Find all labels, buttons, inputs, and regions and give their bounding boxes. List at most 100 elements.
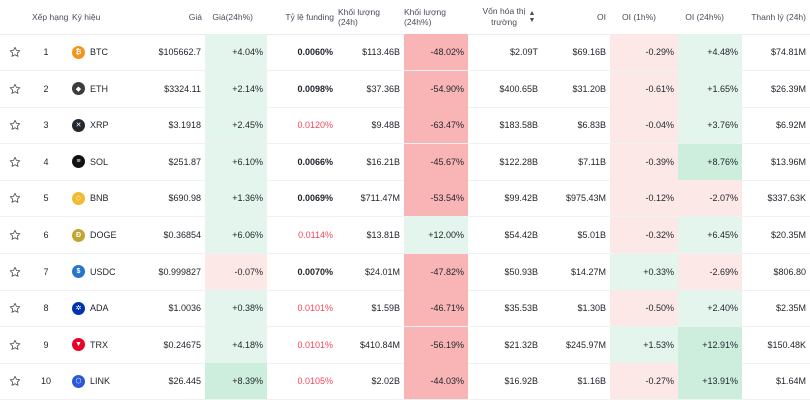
rank-cell: 6: [43, 230, 49, 240]
star-favorite-icon[interactable]: [9, 229, 21, 241]
sort-icon[interactable]: ▲ ▼: [528, 10, 536, 24]
oi1h-cell: -0.50%: [610, 290, 678, 327]
table-row-bnb[interactable]: 5 ◇ BNB $690.98 +1.36% 0.0069% $711.47M …: [0, 180, 810, 218]
symbol-label: XRP: [90, 120, 109, 131]
change-cell: +6.10%: [205, 143, 267, 180]
volume-pct-cell: -56.19%: [404, 326, 468, 363]
volume-cell: $37.36B: [366, 83, 400, 94]
table-row-xrp[interactable]: 3 ✕ XRP $3.1918 +2.45% 0.0120% $9.48B -6…: [0, 107, 810, 145]
symbol-cell[interactable]: ✕ XRP: [72, 107, 152, 143]
volume-cell: $1.59B: [371, 303, 400, 314]
rank-cell: 10: [40, 376, 51, 387]
symbol-label: BTC: [90, 47, 108, 57]
header-oi[interactable]: OI: [597, 12, 606, 22]
volume-cell: $13.81B: [366, 230, 400, 240]
price-cell: $105662.7: [158, 47, 201, 57]
star-favorite-icon[interactable]: [9, 339, 21, 351]
symbol-cell[interactable]: ≡ SOL: [72, 144, 152, 180]
price-cell: $3324.11: [164, 83, 201, 94]
symbol-cell[interactable]: ◇ BNB: [72, 180, 152, 216]
funding-cell: 0.0101%: [297, 303, 333, 314]
liquidation-cell: $1.64M: [775, 376, 806, 387]
oi-cell: $69.16B: [572, 47, 606, 57]
rank-cell: 3: [43, 120, 49, 131]
table-row-eth[interactable]: 2 ◆ ETH $3324.11 +2.14% 0.0098% $37.36B …: [0, 70, 810, 108]
market-cap-cell: $21.32B: [504, 339, 538, 350]
volume-cell: $9.48B: [371, 120, 400, 131]
volume-pct-cell: -54.90%: [404, 70, 468, 107]
header-oi1h[interactable]: OI (1h%): [621, 12, 656, 22]
header-market-cap[interactable]: Vốn hóa thị trường ▲ ▼: [478, 0, 540, 34]
header-rank[interactable]: Xếp hạng: [32, 12, 69, 22]
oi-cell: $1.16B: [577, 376, 606, 387]
header-market-cap-line2: trường: [491, 17, 517, 27]
rank-cell: 2: [43, 83, 49, 94]
star-favorite-icon[interactable]: [9, 119, 21, 131]
volume-pct-cell: -48.02%: [404, 34, 468, 70]
table-row-trx[interactable]: 9 ▼ TRX $0.24675 +4.18% 0.0101% $410.84M…: [0, 326, 810, 364]
symbol-cell[interactable]: ⬡ LINK: [72, 363, 152, 399]
star-favorite-icon[interactable]: [9, 266, 21, 278]
star-favorite-icon[interactable]: [9, 192, 21, 204]
oi24h-cell: +12.91%: [678, 326, 742, 363]
symbol-label: SOL: [90, 156, 109, 167]
symbol-cell[interactable]: $ USDC: [72, 254, 152, 290]
table-row-sol[interactable]: 4 ≡ SOL $251.87 +6.10% 0.0066% $16.21B -…: [0, 143, 810, 181]
market-cap-cell: $400.65B: [499, 83, 538, 94]
change-cell: +2.14%: [205, 70, 267, 107]
table-header: Xếp hạng Ký hiệu Giá Giá(24h%) Tỷ lệ fun…: [0, 0, 810, 35]
header-change24h[interactable]: Giá(24h%): [212, 12, 253, 22]
volume-pct-cell: -44.03%: [404, 363, 468, 400]
oi1h-cell: -0.32%: [610, 217, 678, 253]
liquidation-cell: $150.48K: [767, 339, 806, 350]
liquidation-cell: $806.80: [773, 266, 806, 277]
table-row-btc[interactable]: 1 ₿ BTC $105662.7 +4.04% 0.0060% $113.46…: [0, 34, 810, 71]
market-cap-cell: $50.93B: [504, 266, 538, 277]
star-favorite-icon[interactable]: [9, 83, 21, 95]
star-favorite-icon[interactable]: [9, 156, 21, 168]
volume-cell: $711.47M: [360, 193, 400, 204]
oi24h-cell: +6.45%: [678, 217, 742, 253]
symbol-cell[interactable]: ✲ ADA: [72, 290, 152, 326]
change-cell: +6.06%: [205, 217, 267, 253]
volume-cell: $2.02B: [371, 376, 400, 387]
symbol-cell[interactable]: Ð DOGE: [72, 217, 152, 253]
market-cap-cell: $2.09T: [509, 47, 538, 57]
header-oi24h[interactable]: OI (24h%): [685, 12, 724, 22]
oi1h-cell: -0.39%: [610, 143, 678, 180]
change-cell: -0.07%: [205, 253, 267, 290]
oi1h-cell: +1.53%: [610, 326, 678, 363]
star-favorite-icon[interactable]: [9, 375, 21, 387]
table-row-link[interactable]: 10 ⬡ LINK $26.445 +8.39% 0.0105% $2.02B …: [0, 363, 810, 400]
symbol-cell[interactable]: ▼ TRX: [72, 327, 152, 363]
header-price[interactable]: Giá: [188, 12, 202, 22]
header-symbol[interactable]: Ký hiệu: [72, 12, 101, 22]
trx-coin-icon: ▼: [72, 338, 85, 352]
oi24h-cell: -2.07%: [678, 180, 742, 217]
table-row-usdc[interactable]: 7 $ USDC $0.999827 -0.07% 0.0070% $24.01…: [0, 253, 810, 291]
symbol-label: ADA: [90, 303, 109, 314]
symbol-cell[interactable]: ◆ ETH: [72, 71, 152, 107]
header-liquidation[interactable]: Thanh lý (24h): [751, 12, 806, 22]
header-volume[interactable]: Khối lượng (24h): [338, 7, 380, 27]
table-row-ada[interactable]: 8 ✲ ADA $1.0036 +0.38% 0.0101% $1.59B -4…: [0, 290, 810, 328]
change-cell: +1.36%: [205, 180, 267, 217]
star-favorite-icon[interactable]: [9, 46, 21, 58]
oi-cell: $7.11B: [578, 156, 606, 167]
star-favorite-icon[interactable]: [9, 302, 21, 314]
volume-pct-cell: -46.71%: [404, 290, 468, 327]
header-funding[interactable]: Tỷ lệ funding: [285, 12, 334, 22]
oi1h-cell: -0.12%: [610, 180, 678, 217]
table-row-doge[interactable]: 6 Ð DOGE $0.36854 +6.06% 0.0114% $13.81B…: [0, 217, 810, 254]
symbol-cell[interactable]: ₿ BTC: [72, 34, 152, 70]
symbol-label: USDC: [90, 266, 116, 277]
price-cell: $0.999827: [158, 266, 201, 277]
price-cell: $251.87: [168, 156, 201, 167]
oi24h-cell: +1.65%: [678, 70, 742, 107]
oi-cell: $5.01B: [577, 230, 606, 240]
oi-cell: $245.97M: [565, 339, 606, 350]
funding-cell: 0.0120%: [297, 120, 333, 131]
oi24h-cell: +2.40%: [678, 290, 742, 327]
header-volume-pct[interactable]: Khối lượng (24h%): [404, 7, 446, 27]
